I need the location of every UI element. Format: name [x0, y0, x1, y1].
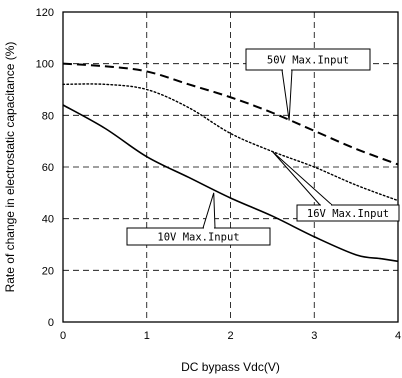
- callout-box: [126, 227, 271, 246]
- y-tick-label: 60: [42, 162, 54, 174]
- callouts: 50V Max.Input 16V Max.Input 10V Max.Input: [126, 48, 400, 246]
- callout-label: 10V Max.Input: [157, 232, 239, 244]
- series-line-1: [62, 83, 399, 202]
- x-tick-label: 2: [227, 330, 233, 342]
- y-tick-label: 100: [36, 59, 54, 71]
- callout-pointer: [281, 69, 293, 121]
- callout-pointer: [272, 151, 334, 206]
- series-line-0: [62, 62, 399, 166]
- x-tick-label: 3: [311, 330, 317, 342]
- callout-box: [245, 48, 371, 71]
- x-axis-label: DC bypass Vdc(V): [181, 360, 280, 374]
- x-tick-label: 1: [144, 330, 150, 342]
- y-tick-label: 40: [42, 214, 54, 226]
- y-tick-label: 120: [36, 7, 54, 19]
- callout-label: 50V Max.Input: [267, 55, 349, 67]
- plot-frame: [62, 11, 399, 323]
- series-line-2: [62, 104, 399, 263]
- series-group: [62, 62, 399, 263]
- y-tick-label: 20: [42, 265, 54, 277]
- callout-box: [296, 204, 400, 222]
- y-tick-label: 0: [48, 317, 54, 329]
- y-tick-label: 80: [42, 110, 54, 122]
- callout-label: 16V Max.Input: [307, 208, 389, 220]
- y-axis-label: Rate of change in electrostatic capacita…: [3, 42, 17, 293]
- tick-labels: 0 20 40 60 80 100 120 0 1 2 3 4: [36, 7, 401, 342]
- callout-pointer: [202, 192, 216, 229]
- x-tick-label: 0: [60, 330, 66, 342]
- x-tick-label: 4: [395, 330, 401, 342]
